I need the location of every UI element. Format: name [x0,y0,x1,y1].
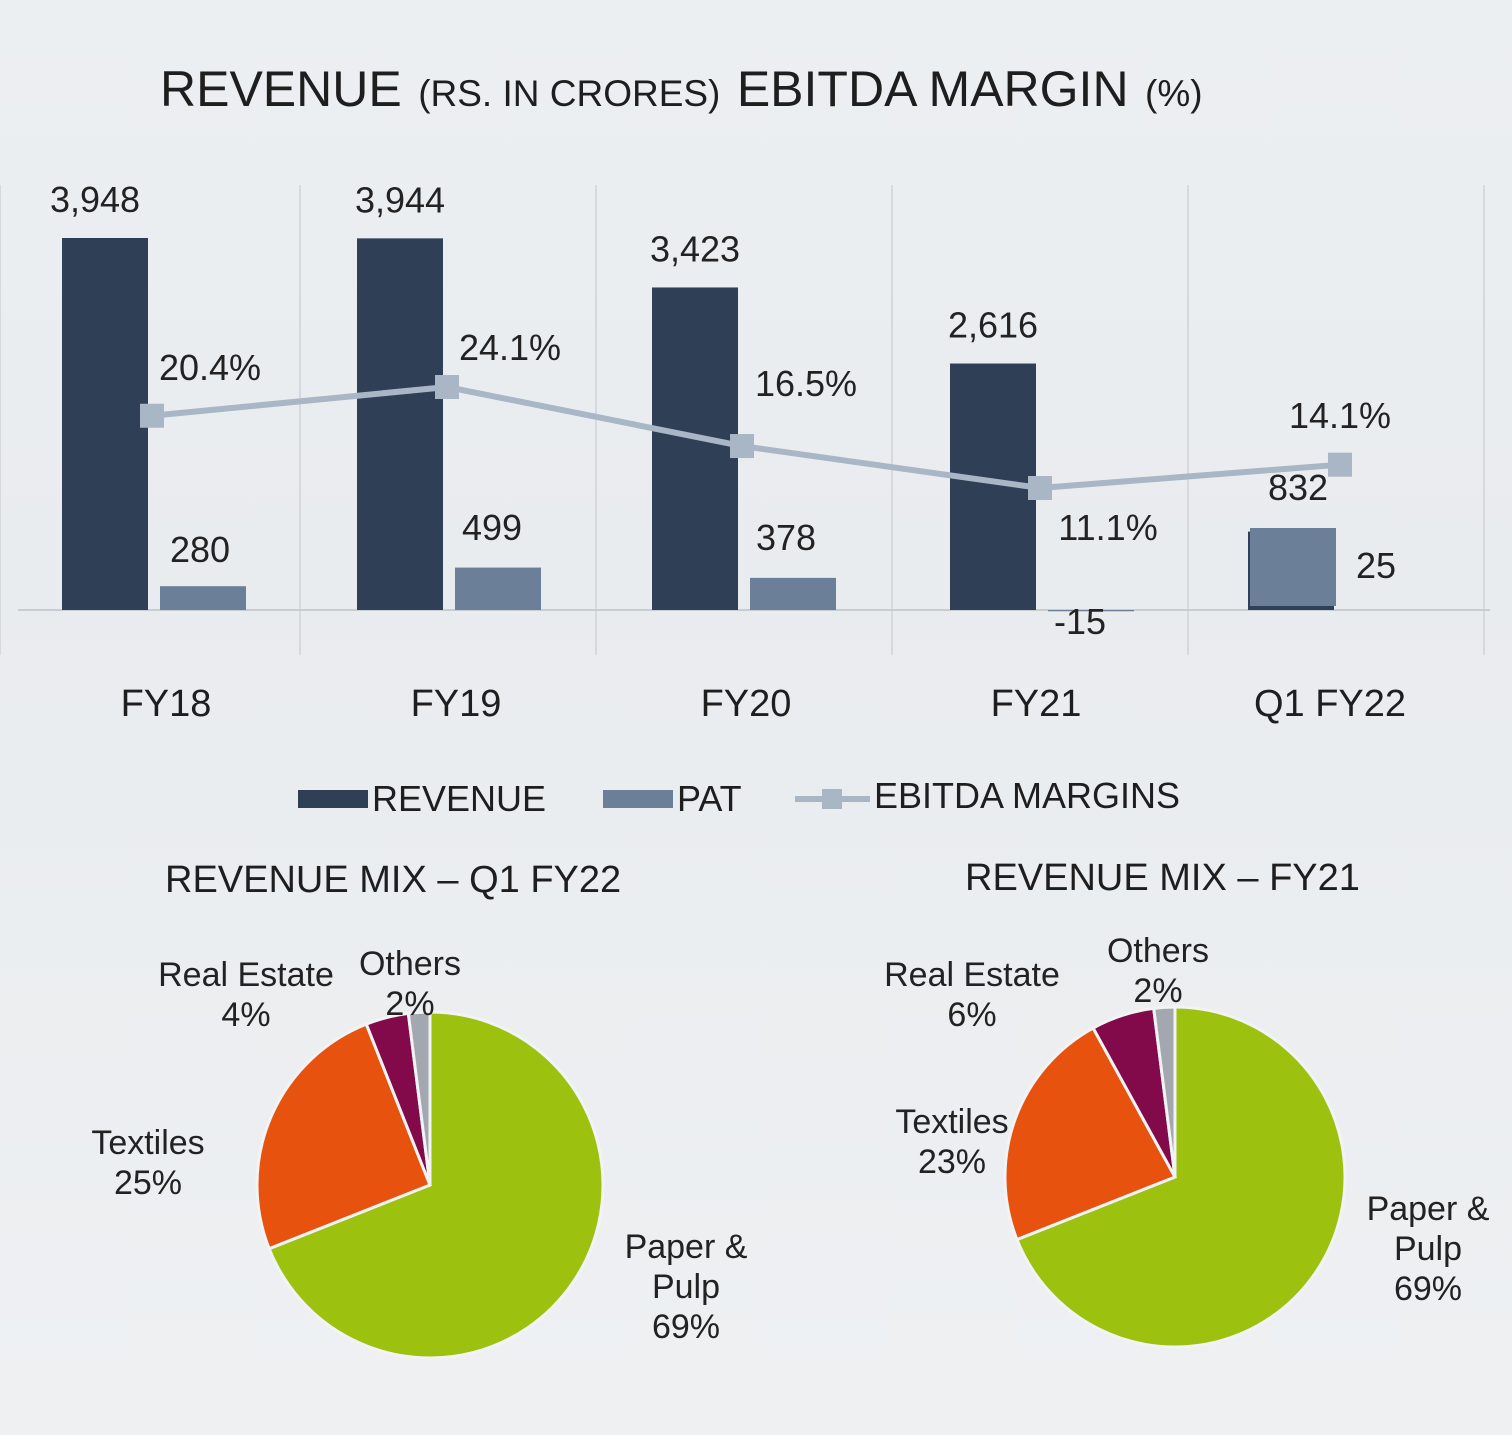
pat-value-label: 499 [462,507,522,548]
ebitda-margin-marker [435,375,459,399]
legend-label-ebitda: EBITDA MARGINS [874,775,1180,816]
pat-value-label: -15 [1054,601,1106,642]
ebitda-margin-marker [1328,452,1352,477]
title-units: (RS. IN CRORES) [418,73,720,114]
pie-slice-value-label: 2% [385,985,434,1023]
pie-slice [255,1022,432,1251]
pie-title-q1fy22: REVENUE MIX – Q1 FY22 [165,859,621,901]
pat-bar [455,567,541,610]
combo-legend: REVENUE PAT EBITDA MARGINS [298,775,1180,819]
pie-title-fy21: REVENUE MIX – FY21 [965,857,1360,899]
ebitda-margin-label: 11.1% [1058,507,1157,548]
pie-slice-value-label: 25% [114,1164,182,1202]
pie-slice-name-label: Others [359,945,461,983]
title-percent: (%) [1145,73,1203,114]
pie-slice [1003,1025,1178,1242]
revenue-value-label: 3,944 [355,179,445,220]
legend-label-pat: PAT [677,778,742,819]
pie-slice-name-label: Paper & [1367,1190,1490,1228]
pat-bar [1250,528,1336,606]
pie-slice-value-label: 69% [1394,1270,1462,1308]
ebitda-margin-marker [140,403,164,428]
revenue-value-label: 2,616 [948,305,1038,346]
ebitda-margin-marker [1028,476,1052,500]
category-label: FY18 [121,683,212,725]
pie-slice-name-label: Pulp [1394,1230,1462,1268]
legend-label-revenue: REVENUE [372,778,546,819]
combo-chart: 3,948 280 3,944 499 3,423 378 2,616 -15 832 25 20.… [0,179,1490,725]
pie-slice [1152,1005,1177,1178]
pie-slice [1014,1005,1347,1349]
legend-swatch-revenue [298,790,368,808]
pie-slice-name-label: Textiles [895,1103,1008,1141]
pat-value-label: 378 [756,517,816,558]
legend-marker-ebitda [822,789,842,809]
pat-bar [160,586,246,610]
title-ebitda-margin: EBITDA MARGIN [737,61,1129,117]
pat-bar [750,577,836,610]
ebitda-margin-label: 14.1% [1289,395,1391,436]
pat-value-label: 25 [1356,545,1396,586]
revenue-value-label: 3,948 [50,179,140,220]
title-revenue: REVENUE [160,61,402,117]
pie-slice [406,1010,432,1186]
pie-slice [267,1010,605,1360]
ebitda-margin-label: 20.4% [159,347,261,388]
pie-slice-value-label: 6% [947,996,996,1034]
revenue-value-label: 832 [1268,467,1328,508]
pie-slice-name-label: Others [1107,932,1209,970]
ebitda-margin-label: 24.1% [459,327,561,368]
pie-slice-name-label: Textiles [91,1124,204,1162]
ebitda-margin-marker [730,434,754,459]
pie-slice-value-label: 4% [221,996,270,1034]
pat-value-label: 280 [170,529,230,570]
ebitda-margin-label: 16.5% [755,363,857,404]
revenue-value-label: 3,423 [650,228,740,269]
pie-slice-value-label: 69% [652,1308,720,1346]
pie-slice-value-label: 23% [918,1143,986,1181]
category-label: FY19 [411,683,502,725]
pat-bar [1048,610,1134,612]
pie-slice-name-label: Paper & [625,1228,748,1266]
revenue-bar [357,238,443,610]
pie-slice-name-label: Real Estate [884,956,1060,994]
pie-slice-name-label: Pulp [652,1268,720,1306]
legend-swatch-pat [603,790,673,808]
main-chart-title: REVENUE (RS. IN CRORES) EBITDA MARGIN (%… [160,61,1203,117]
category-label: FY21 [991,683,1082,725]
category-label: Q1 FY22 [1254,683,1406,725]
category-label: FY20 [701,683,792,725]
pie-slice-name-label: Real Estate [158,956,334,994]
revenue-bar [652,287,738,610]
pie-slice-value-label: 2% [1133,972,1182,1010]
revenue-bar [62,238,148,610]
